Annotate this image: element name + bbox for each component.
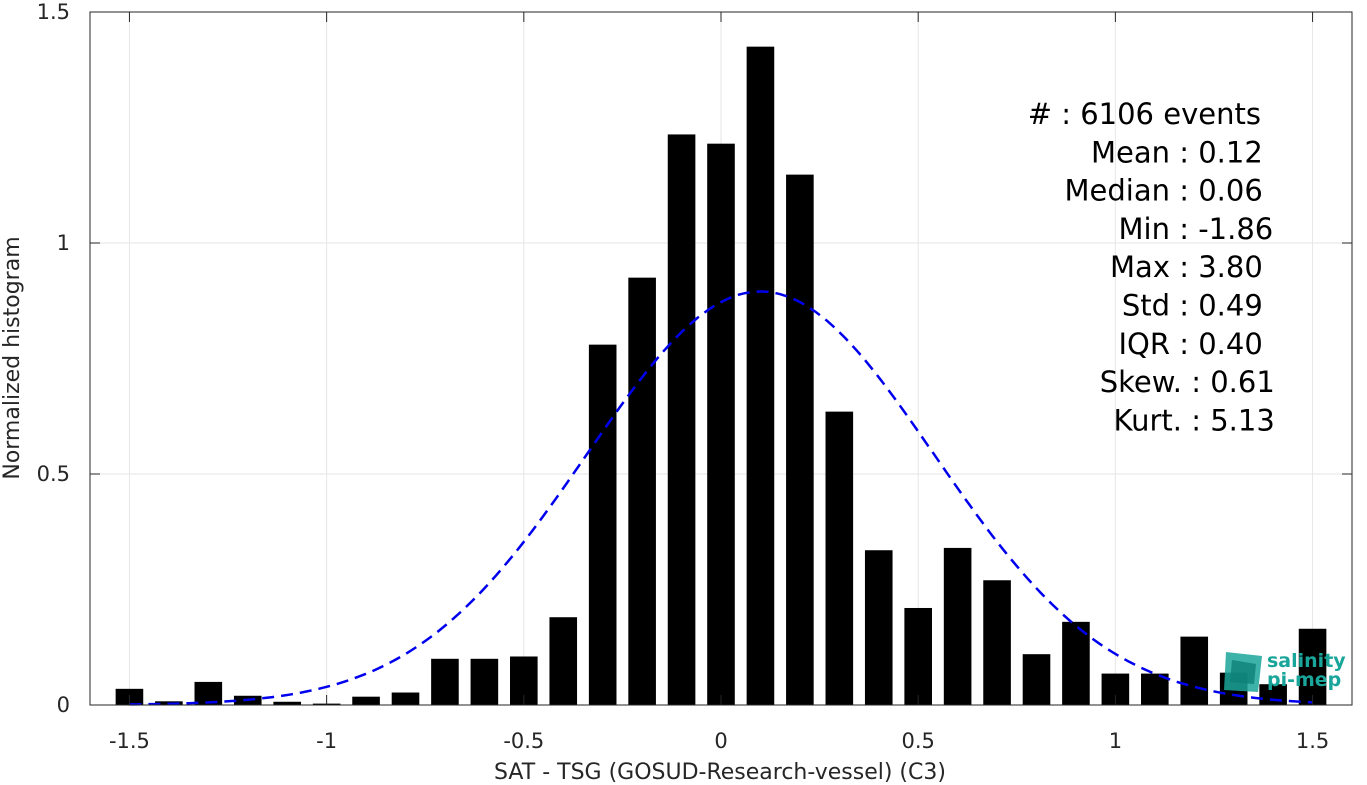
gaussian-fit-line xyxy=(129,290,1313,706)
x-tick-label: -1.5 xyxy=(109,729,150,753)
histogram-bar xyxy=(825,411,854,705)
stat-value: : 0.12 xyxy=(1170,135,1263,169)
histogram-bar xyxy=(746,46,775,705)
stat-value: : 0.61 xyxy=(1182,365,1275,399)
salinity-pimep-logo: salinity pi-mep xyxy=(1224,650,1346,692)
x-tick-label: -1 xyxy=(316,729,337,753)
stat-key: Kurt. xyxy=(1114,403,1182,437)
histogram-bar xyxy=(1298,628,1327,705)
logo-text-line2: pi-mep xyxy=(1267,669,1341,691)
stat-value: : 6106 events xyxy=(1052,97,1261,131)
histogram-bar xyxy=(273,701,301,705)
histogram-bar xyxy=(943,547,972,705)
histogram-bar xyxy=(864,550,893,705)
histogram-bar xyxy=(983,580,1011,705)
histogram-bar xyxy=(1022,654,1051,705)
y-tick-label: 0 xyxy=(57,693,70,717)
x-axis-label: SAT - TSG (GOSUD-Research-vessel) (C3) xyxy=(494,760,946,785)
y-axis-label: Normalized histogram xyxy=(0,236,25,479)
stat-value: : 0.49 xyxy=(1170,289,1263,323)
x-tick-label: 0.5 xyxy=(901,729,934,753)
histogram-bar xyxy=(1180,636,1209,705)
histogram-bar xyxy=(391,692,420,705)
stat-value: : 0.40 xyxy=(1170,327,1263,361)
y-tick-label: 1.5 xyxy=(37,0,70,24)
axis-ticks xyxy=(90,11,1352,706)
x-tick-label: 1 xyxy=(1109,729,1122,753)
stat-key: Std xyxy=(1122,289,1170,323)
x-tick-label: 0 xyxy=(714,729,727,753)
histogram-bar xyxy=(628,277,656,705)
histogram-bar xyxy=(904,607,932,705)
stat-key: Median xyxy=(1065,174,1170,208)
stat-key: Mean xyxy=(1091,135,1170,169)
stat-value: : 0.06 xyxy=(1170,174,1263,208)
stat-value: : 5.13 xyxy=(1182,403,1275,437)
x-tick-label: -0.5 xyxy=(503,729,544,753)
stat-value: : -1.86 xyxy=(1170,212,1273,246)
y-tick-label: 0.5 xyxy=(37,462,70,486)
histogram-bar xyxy=(667,134,696,705)
stat-key: Skew. xyxy=(1100,365,1182,399)
histogram-bar xyxy=(1062,621,1090,705)
stat-key: IQR xyxy=(1118,327,1170,361)
histogram-bar xyxy=(549,617,578,705)
histogram-bars xyxy=(115,46,1327,706)
histogram-bar xyxy=(470,658,499,705)
stat-key: # xyxy=(1028,97,1052,131)
y-tick-label: 1 xyxy=(57,231,70,255)
x-tick-label: 1.5 xyxy=(1296,729,1329,753)
stat-key: Min xyxy=(1119,212,1170,246)
logo-mark-icon xyxy=(1224,652,1262,692)
logo-text-line1: salinity xyxy=(1267,650,1346,672)
x-tick-labels: -1.5 -1 -0.5 0 0.5 1 1.5 xyxy=(109,729,1329,753)
histogram-bar xyxy=(786,174,814,705)
gaussian-fit xyxy=(129,290,1313,706)
histogram-bar xyxy=(194,681,223,705)
histogram-bar xyxy=(352,696,380,705)
histogram-bar xyxy=(588,344,617,705)
histogram-bar xyxy=(431,658,459,705)
histogram-bar xyxy=(707,143,735,706)
stat-key: Max xyxy=(1110,250,1170,284)
stat-value: : 3.80 xyxy=(1170,250,1263,284)
y-tick-labels: 0 0.5 1 1.5 xyxy=(37,0,70,717)
histogram-bar xyxy=(1141,673,1169,705)
